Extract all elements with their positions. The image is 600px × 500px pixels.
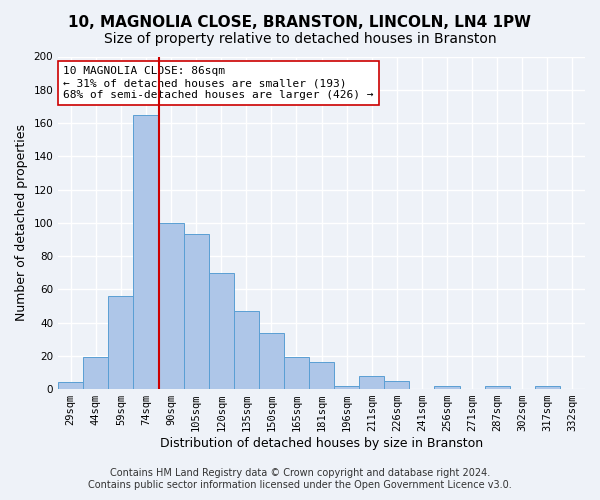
- Bar: [535, 386, 560, 389]
- X-axis label: Distribution of detached houses by size in Branston: Distribution of detached houses by size …: [160, 437, 483, 450]
- Text: Size of property relative to detached houses in Branston: Size of property relative to detached ho…: [104, 32, 496, 46]
- Bar: [359, 376, 385, 389]
- Bar: [434, 386, 460, 389]
- Bar: [234, 311, 259, 389]
- Bar: [259, 332, 284, 389]
- Bar: [309, 362, 334, 389]
- Bar: [158, 223, 184, 389]
- Bar: [485, 386, 510, 389]
- Bar: [133, 114, 158, 389]
- Bar: [385, 381, 409, 389]
- Bar: [58, 382, 83, 389]
- Bar: [109, 296, 133, 389]
- Text: 10 MAGNOLIA CLOSE: 86sqm
← 31% of detached houses are smaller (193)
68% of semi-: 10 MAGNOLIA CLOSE: 86sqm ← 31% of detach…: [64, 66, 374, 100]
- Bar: [83, 358, 109, 389]
- Y-axis label: Number of detached properties: Number of detached properties: [15, 124, 28, 322]
- Bar: [184, 234, 209, 389]
- Text: 10, MAGNOLIA CLOSE, BRANSTON, LINCOLN, LN4 1PW: 10, MAGNOLIA CLOSE, BRANSTON, LINCOLN, L…: [68, 15, 532, 30]
- Bar: [334, 386, 359, 389]
- Bar: [209, 272, 234, 389]
- Text: Contains HM Land Registry data © Crown copyright and database right 2024.
Contai: Contains HM Land Registry data © Crown c…: [88, 468, 512, 490]
- Bar: [284, 358, 309, 389]
